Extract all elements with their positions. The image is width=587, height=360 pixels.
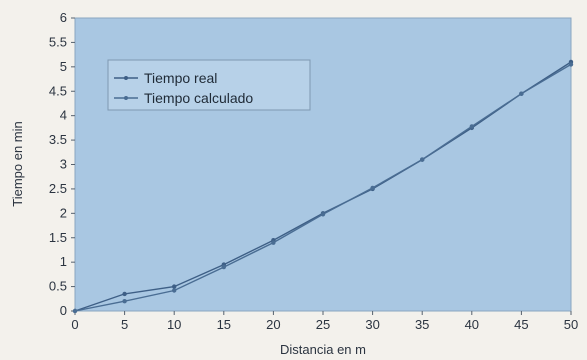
series-layer: [72, 59, 574, 314]
y-tick-label: 1.5: [49, 230, 67, 245]
legend-marker-tiempo-real: [124, 76, 128, 80]
data-point-tiempo-calculado: [172, 288, 177, 293]
y-tick-label: 3.5: [49, 132, 67, 147]
y-tick-label: 3: [60, 157, 67, 172]
y-tick-label: 6: [60, 10, 67, 25]
legend-marker-tiempo-calculado: [124, 96, 128, 100]
x-tick-label: 35: [415, 317, 429, 332]
x-tick-label: 40: [465, 317, 479, 332]
data-point-tiempo-calculado: [519, 91, 524, 96]
legend-label-tiempo-calculado: Tiempo calculado: [144, 90, 253, 106]
x-tick-label: 45: [514, 317, 528, 332]
data-point-tiempo-calculado: [420, 157, 425, 162]
x-tick-label: 5: [121, 317, 128, 332]
data-point-tiempo-calculado: [469, 124, 474, 129]
data-point-tiempo-real: [172, 284, 177, 289]
y-tick-label: 5: [60, 59, 67, 74]
x-tick-label: 10: [167, 317, 181, 332]
legend-box: [107, 59, 311, 111]
x-tick-label: 30: [365, 317, 379, 332]
legend-label-tiempo-real: Tiempo real: [144, 70, 217, 86]
x-tick-label: 25: [316, 317, 330, 332]
y-tick-label: 0.5: [49, 279, 67, 294]
data-point-tiempo-calculado: [72, 308, 78, 314]
x-tick-label: 50: [564, 317, 578, 332]
y-tick-label: 2: [60, 205, 67, 220]
data-point-tiempo-calculado: [320, 212, 326, 217]
x-tick-label: 0: [71, 317, 78, 332]
y-tick-label: 4.5: [49, 83, 67, 98]
x-axis-title: Distancia en m: [280, 342, 366, 357]
y-tick-label: 1: [60, 254, 67, 269]
y-axis-title: Tiempo en min: [10, 121, 25, 207]
data-point-tiempo-calculado: [221, 264, 226, 270]
data-point-tiempo-real: [122, 291, 127, 297]
y-tick-label: 0: [60, 303, 67, 318]
y-tick-label: 2.5: [49, 181, 67, 196]
data-point-tiempo-calculado: [568, 62, 574, 67]
data-point-tiempo-calculado: [271, 240, 276, 245]
x-tick-label: 15: [217, 317, 231, 332]
y-tick-label: 4: [60, 108, 67, 123]
axes: 0 5 10 15 20 25 30 35 40 45 50 0 0.5 1 1.5 2 2.5 3 3.5 4 4.5…: [49, 10, 578, 332]
x-tick-label: 20: [266, 317, 280, 332]
data-point-tiempo-calculado: [122, 299, 127, 304]
data-point-tiempo-calculado: [370, 185, 375, 191]
y-tick-label: 5.5: [49, 34, 67, 49]
legend: Tiempo real Tiempo calculado: [107, 59, 311, 111]
